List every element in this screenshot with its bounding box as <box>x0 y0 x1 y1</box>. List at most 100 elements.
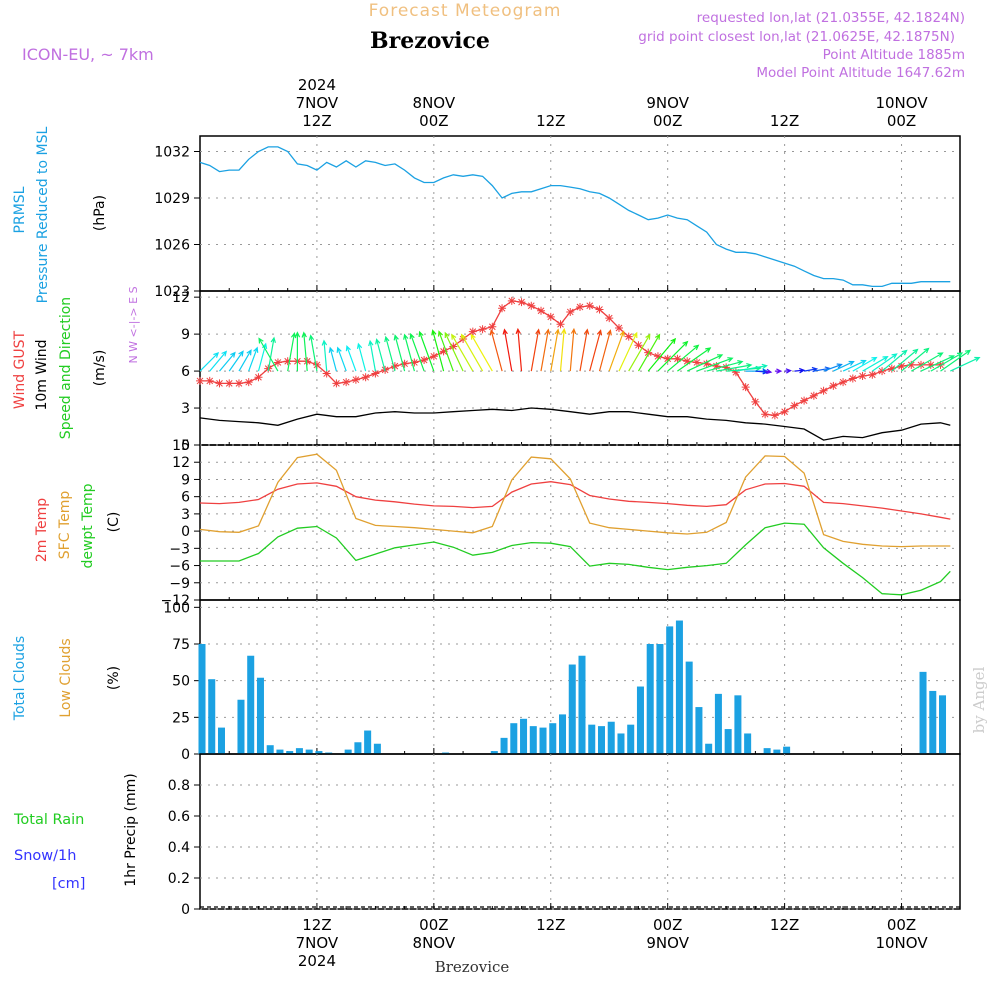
temp-ylabel-2m: 2m Temp <box>34 498 50 562</box>
clouds-ylabel-low: Low Clouds <box>58 638 74 717</box>
temp-unit: (C) <box>106 512 122 533</box>
temperature-ytick-label: 12 <box>172 455 190 471</box>
precip-ylabel: Total Rain Snow/1h [cm] 1hr Precip (mm) <box>13 773 139 892</box>
clouds-bar <box>627 724 635 754</box>
wind-arrow <box>209 350 228 372</box>
bottom-time-label: 9NOV <box>646 934 689 952</box>
wind-arrow <box>637 333 661 372</box>
gust-marker <box>868 370 877 379</box>
clouds-bar <box>773 749 781 754</box>
wind-arrow <box>515 327 523 372</box>
temperature-ytick-label: −12 <box>160 593 190 609</box>
location-title: Brezovice <box>370 28 490 54</box>
clouds-bar <box>276 749 284 754</box>
clouds-bar <box>208 679 216 754</box>
gust-marker <box>390 362 399 371</box>
wind-arrow <box>657 340 689 372</box>
gust-marker <box>342 378 351 387</box>
wind-arrow <box>257 342 268 372</box>
clouds-bar <box>783 746 791 754</box>
bottom-time-label: 00Z <box>653 916 682 934</box>
gust-marker <box>683 357 692 366</box>
gust-marker <box>585 301 594 310</box>
gust-marker <box>644 348 653 357</box>
top-time-label: 7NOV <box>296 94 339 112</box>
top-time-label: 12Z <box>770 112 799 130</box>
gust-marker <box>507 296 516 305</box>
gust-marker <box>234 379 243 388</box>
requested-coords: requested lon,lat (21.0355E, 42.1824N) <box>697 10 965 26</box>
clouds-bar <box>305 749 313 754</box>
gust-marker <box>498 304 507 313</box>
clouds-bar <box>198 644 206 754</box>
wind-ytick-label: 6 <box>181 364 190 380</box>
gust-marker <box>887 364 896 373</box>
wind-arrow <box>238 349 252 372</box>
temperature-line-2m-temp <box>199 481 951 520</box>
wind-arrow <box>437 330 454 372</box>
gust-marker <box>790 401 799 410</box>
wind-arrow <box>308 334 318 372</box>
model-label: ICON-EU, ~ 7km <box>22 45 154 64</box>
wind-arrow <box>755 369 769 375</box>
clouds-bar <box>549 723 557 754</box>
top-time-label: 10NOV <box>875 94 928 112</box>
wind-arrow <box>901 347 930 372</box>
wind-arrow <box>460 333 484 372</box>
wind-arrow <box>833 360 855 372</box>
wind-arrow <box>677 347 712 372</box>
gust-marker <box>780 407 789 416</box>
gust-marker <box>537 306 546 315</box>
gust-marker <box>722 363 731 372</box>
top-time-label: 9NOV <box>646 94 689 112</box>
clouds-bar <box>607 721 615 754</box>
temperature-line-dewpt-temp <box>200 522 951 596</box>
wind-arrow <box>444 331 464 372</box>
clouds-bar <box>597 726 605 754</box>
wind-compass: N W <-|-> E S <box>127 286 140 363</box>
top-time-label: 12Z <box>536 112 565 130</box>
wind-panel: 0 3 6 9 12 <box>172 290 981 454</box>
precip-ytick-label: 0 <box>181 902 190 918</box>
clouds-bar <box>266 745 274 754</box>
gust-marker <box>692 358 701 367</box>
top-time-label: 12Z <box>302 112 331 130</box>
wind-arrow <box>258 337 279 372</box>
wind-arrow <box>569 327 577 372</box>
precip-legend-snow: Snow/1h <box>14 848 76 864</box>
wind-arrow <box>647 337 677 372</box>
gust-marker <box>878 367 887 376</box>
gust-marker <box>848 374 857 383</box>
gust-marker <box>546 312 555 321</box>
gust-marker <box>702 359 711 368</box>
gust-marker <box>576 303 584 312</box>
gust-marker <box>215 379 224 388</box>
wind-arrow <box>248 346 259 372</box>
clouds-bar <box>744 733 752 754</box>
clouds-bar <box>539 727 547 754</box>
bottom-time-label: 12Z <box>302 916 331 934</box>
temperature-line-sfc-temp <box>199 453 951 548</box>
clouds-bar <box>256 677 264 754</box>
gust-marker <box>449 342 458 351</box>
wind-arrow <box>628 333 651 372</box>
wind-line-wind-gust <box>200 300 941 417</box>
wind-arrow <box>384 335 396 372</box>
wind-arrow <box>598 329 612 372</box>
bottom-time-label: 00Z <box>887 916 916 934</box>
wind-arrow <box>589 329 603 372</box>
clouds-ytick-label: 50 <box>172 674 190 690</box>
gust-marker <box>478 325 487 334</box>
pressure-ytick-label: 1023 <box>154 284 190 300</box>
clouds-bar <box>646 644 654 754</box>
clouds-bar <box>237 699 245 754</box>
pressure-ylabel-line2: Pressure Reduced to MSL <box>35 126 51 303</box>
clouds-bar <box>939 695 947 754</box>
temperature-ytick-label: −6 <box>169 559 190 575</box>
temperature-ytick-label: 3 <box>181 507 190 523</box>
clouds-bar <box>247 655 255 754</box>
wind-unit: (m/s) <box>92 350 108 387</box>
pressure-ytick-label: 1029 <box>154 191 190 207</box>
gust-marker <box>361 373 370 382</box>
wind-line-10m-wind <box>199 407 951 441</box>
